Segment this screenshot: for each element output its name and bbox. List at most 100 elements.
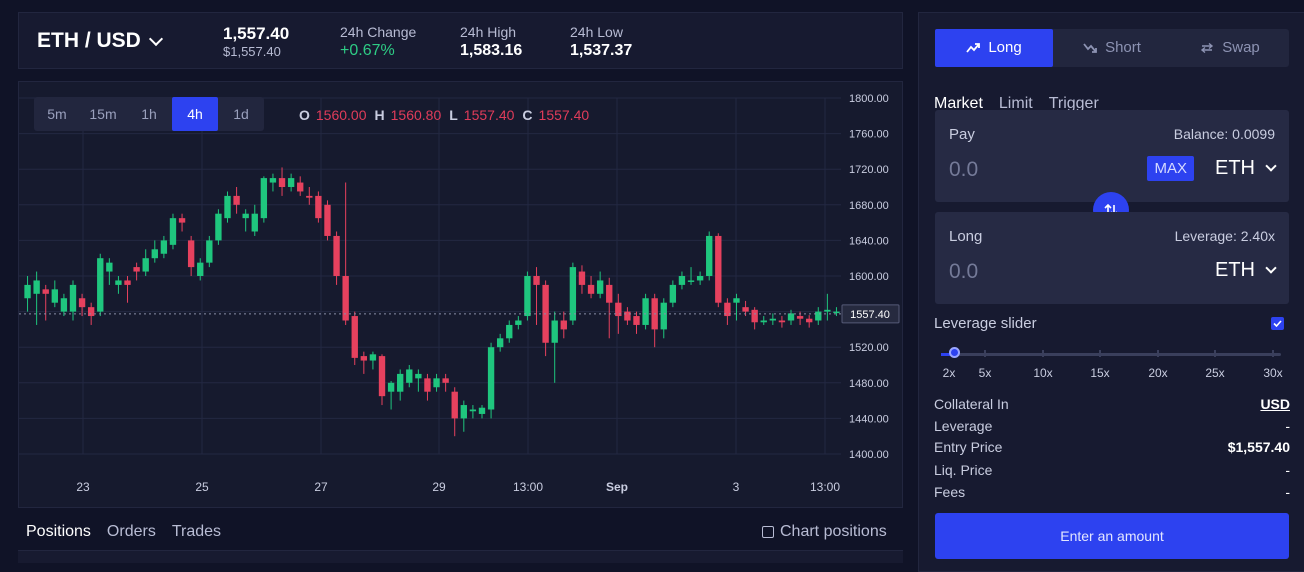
candle-body bbox=[115, 280, 122, 285]
slider-tick[interactable] bbox=[1099, 350, 1101, 357]
y-tick-label: 1720.00 bbox=[849, 164, 889, 176]
max-button[interactable]: MAX bbox=[1147, 156, 1194, 181]
enter-amount-button[interactable]: Enter an amount bbox=[935, 513, 1289, 559]
pair-selector[interactable]: ETH / USD bbox=[37, 29, 163, 53]
liq-price-label: Liq. Price bbox=[934, 462, 993, 478]
fees-label: Fees bbox=[934, 484, 966, 500]
candle-body bbox=[87, 307, 95, 317]
interval-1h[interactable]: 1h bbox=[141, 106, 157, 122]
candle-body bbox=[378, 356, 386, 397]
chart-positions-toggle[interactable]: Chart positions bbox=[762, 523, 887, 541]
candle-body bbox=[678, 276, 686, 285]
tab-trades[interactable]: Trades bbox=[171, 523, 222, 540]
candle-body bbox=[706, 235, 713, 276]
trade-side-tabs: Long Short Swap bbox=[935, 29, 1289, 67]
positions-tabs: Positions Orders Trades bbox=[26, 523, 221, 541]
long-token-label: ETH bbox=[1215, 259, 1255, 281]
slider-mark-label[interactable]: 20x bbox=[1148, 366, 1168, 380]
slider-mark-label[interactable]: 15x bbox=[1090, 366, 1110, 380]
collateral-value[interactable]: USD bbox=[1260, 396, 1290, 412]
change-stat: 24h Change +0.67% bbox=[340, 24, 416, 60]
slider-track[interactable] bbox=[941, 353, 1281, 356]
y-tick-label: 1600.00 bbox=[849, 271, 889, 283]
candle-body bbox=[560, 320, 567, 330]
interval-1d[interactable]: 1d bbox=[233, 106, 249, 122]
candle-body bbox=[606, 284, 613, 303]
candle-body bbox=[97, 258, 104, 312]
tab-orders[interactable]: Orders bbox=[106, 523, 156, 540]
slider-mark-label[interactable]: 2x bbox=[942, 366, 956, 380]
slider-tick[interactable] bbox=[984, 350, 986, 357]
interval-selector: 5m 15m 1h 4h 1d bbox=[34, 97, 264, 131]
checkbox-icon[interactable] bbox=[762, 526, 774, 538]
candle-body bbox=[569, 267, 577, 321]
candle-body bbox=[106, 262, 113, 272]
slider-tick[interactable] bbox=[1042, 350, 1044, 357]
candle-body bbox=[496, 338, 504, 348]
change-label: 24h Change bbox=[340, 24, 417, 40]
candle-body bbox=[278, 178, 286, 187]
candle-body bbox=[415, 373, 422, 379]
tab-market[interactable]: Market bbox=[934, 95, 983, 112]
candle-body bbox=[224, 195, 231, 219]
low-label: 24h Low bbox=[570, 24, 623, 40]
tab-swap[interactable]: Swap bbox=[1171, 29, 1289, 67]
y-tick-label: 1800.00 bbox=[849, 93, 889, 105]
slider-tick[interactable] bbox=[1157, 350, 1159, 357]
chart-panel[interactable]: 1800.00 1760.00 1720.00 1680.00 1640.00 1600.… bbox=[18, 81, 903, 508]
candle-body bbox=[51, 289, 58, 303]
tab-trigger[interactable]: Trigger bbox=[1048, 95, 1099, 112]
tab-limit[interactable]: Limit bbox=[998, 95, 1033, 112]
candle-body bbox=[460, 405, 467, 419]
y-tick-label: 1680.00 bbox=[849, 200, 889, 212]
interval-5m[interactable]: 5m bbox=[47, 106, 67, 122]
y-tick-label: 1520.00 bbox=[849, 342, 889, 354]
candle-body bbox=[742, 307, 749, 312]
price-chart[interactable]: 1800.00 1760.00 1720.00 1680.00 1640.00 1600.… bbox=[19, 82, 904, 509]
liq-price-value: - bbox=[1285, 462, 1290, 478]
swap-arrows-icon bbox=[1201, 43, 1214, 53]
candle-body bbox=[424, 378, 431, 392]
slider-mark-label[interactable]: 10x bbox=[1033, 366, 1053, 380]
price-stat: 1,557.40 $1,557.40 bbox=[223, 24, 289, 59]
ohlc-l-label: L bbox=[449, 107, 458, 123]
slider-tick[interactable] bbox=[1272, 350, 1274, 357]
high-value: 1,583.16 bbox=[460, 42, 523, 59]
pay-amount-input[interactable] bbox=[949, 158, 1099, 182]
x-tick-label: 25 bbox=[195, 480, 209, 494]
leverage-label: Leverage: 2.40x bbox=[1174, 228, 1275, 244]
slider-mark-label[interactable]: 25x bbox=[1205, 366, 1225, 380]
pay-box: Pay Balance: 0.0099 MAX ETH bbox=[935, 110, 1289, 202]
candle-body bbox=[33, 280, 40, 294]
candle-body bbox=[760, 320, 767, 323]
candle-body bbox=[515, 320, 522, 325]
candle-body bbox=[587, 284, 595, 294]
ohlc-c-label: C bbox=[522, 107, 533, 123]
candle-body bbox=[669, 284, 677, 303]
slider-tick[interactable] bbox=[1214, 350, 1216, 357]
candle-body bbox=[778, 320, 786, 323]
long-token-selector[interactable]: ETH bbox=[1215, 259, 1277, 282]
leverage-slider-checkbox[interactable] bbox=[1271, 317, 1284, 330]
candle-body bbox=[469, 409, 477, 412]
slider-mark-label[interactable]: 5x bbox=[978, 366, 992, 380]
ticker-bar: ETH / USD 1,557.40 $1,557.40 24h Change … bbox=[18, 12, 903, 69]
candle-body bbox=[406, 369, 413, 383]
tab-short[interactable]: Short bbox=[1053, 29, 1171, 67]
tab-positions[interactable]: Positions bbox=[26, 523, 91, 540]
interval-4h[interactable]: 4h bbox=[172, 97, 218, 131]
chevron-down-icon bbox=[1265, 160, 1277, 172]
slider-handle[interactable] bbox=[949, 347, 960, 358]
ohlc-high: 1560.80 bbox=[390, 107, 442, 123]
info-liq-price: Liq. Price - bbox=[934, 462, 1290, 478]
checkmark-icon bbox=[1273, 320, 1282, 327]
pay-token-label: ETH bbox=[1215, 157, 1255, 179]
candle-body bbox=[124, 280, 131, 285]
slider-mark-label[interactable]: 30x bbox=[1263, 366, 1283, 380]
ohlc-readout: O 1560.00 H 1560.80 L 1557.40 C 1557.40 bbox=[299, 107, 591, 123]
long-amount-input[interactable] bbox=[949, 260, 1099, 284]
pay-token-selector[interactable]: ETH bbox=[1215, 157, 1277, 180]
tab-long[interactable]: Long bbox=[935, 29, 1053, 67]
interval-15m[interactable]: 15m bbox=[89, 106, 117, 122]
leverage-slider[interactable]: 2x 5x 10x 15x 20x 25x 30x bbox=[941, 345, 1283, 385]
